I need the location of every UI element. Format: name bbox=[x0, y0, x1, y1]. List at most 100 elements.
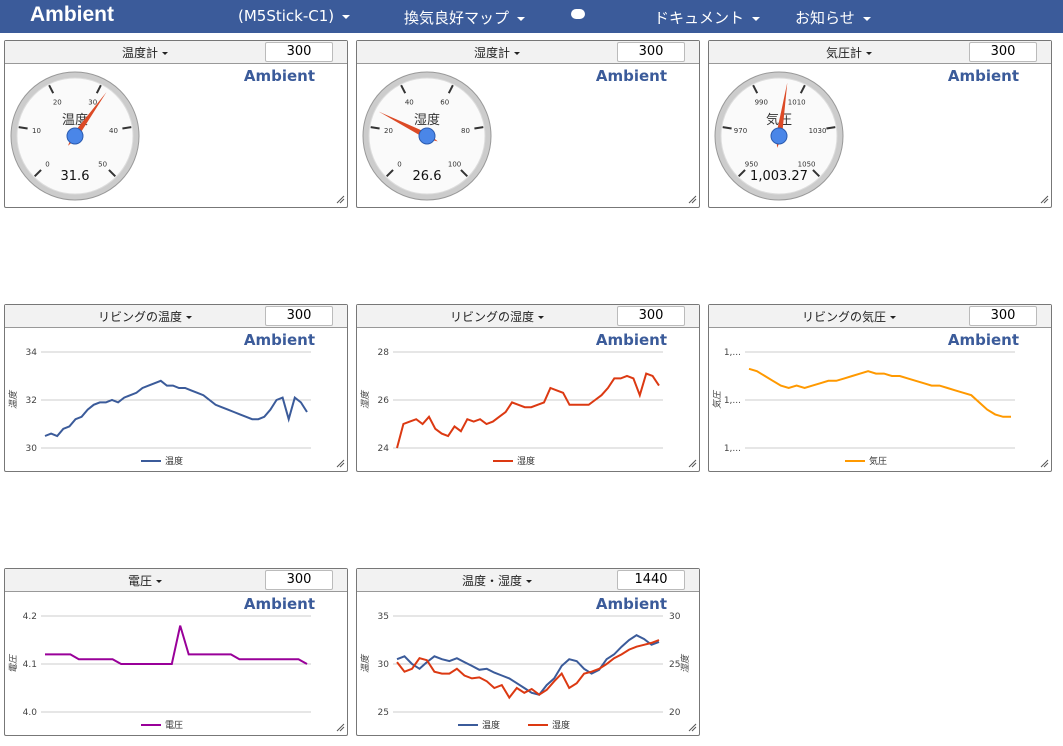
panel-title[interactable]: 湿度計 bbox=[357, 44, 637, 61]
panel-title[interactable]: リビングの温度 bbox=[5, 308, 285, 325]
legend-label: 湿度 bbox=[552, 719, 570, 731]
watermark: Ambient bbox=[596, 595, 667, 613]
gauge-tick-label: 1010 bbox=[788, 98, 806, 106]
y-tick-label: 30 bbox=[26, 444, 38, 454]
menu[interactable]: 換気良好マップ bbox=[404, 7, 525, 28]
gauge-hub bbox=[418, 127, 436, 145]
resize-handle bbox=[688, 723, 697, 732]
gauge-tick-label: 1030 bbox=[809, 127, 827, 135]
toggle[interactable] bbox=[571, 9, 585, 19]
panel-title[interactable]: 電圧 bbox=[5, 572, 285, 589]
y-tick-label: 26 bbox=[378, 396, 390, 406]
watermark: Ambient bbox=[244, 67, 315, 85]
panel-title[interactable]: 温度・湿度 bbox=[357, 572, 637, 589]
period-input[interactable]: 300 bbox=[969, 306, 1037, 326]
y-tick-label: 34 bbox=[26, 348, 38, 358]
resize-handle bbox=[336, 723, 345, 732]
series-line bbox=[396, 639, 660, 700]
panel-header: 湿度計 300 bbox=[357, 41, 699, 64]
period-input[interactable]: 300 bbox=[265, 306, 333, 326]
panel: リビングの温度 300 Ambient 30 32 34 温度 温度 bbox=[4, 304, 348, 472]
y-tick-label: 35 bbox=[378, 612, 389, 622]
period-input[interactable]: 300 bbox=[617, 42, 685, 62]
panel-title[interactable]: リビングの気圧 bbox=[709, 308, 989, 325]
gauge-tick-label: 40 bbox=[109, 127, 118, 135]
period-input[interactable]: 300 bbox=[265, 570, 333, 590]
gauge-tick-label: 30 bbox=[88, 98, 97, 106]
navbar: Ambient (M5Stick-C1) 換気良好マップ ドキュメント お知らせ bbox=[0, 0, 1063, 33]
period-input[interactable]: 300 bbox=[969, 42, 1037, 62]
y-tick-label: 30 bbox=[378, 660, 390, 670]
gauge-tick bbox=[370, 126, 380, 130]
gauge-tick-label: 60 bbox=[440, 98, 449, 106]
gauge-tick-label: 950 bbox=[745, 161, 758, 169]
gauge-tick-label: 10 bbox=[32, 127, 41, 135]
period-input[interactable]: 300 bbox=[265, 42, 333, 62]
gauge-value: 31.6 bbox=[61, 169, 90, 184]
gauge-tick-label: 0 bbox=[397, 161, 401, 169]
gauge-tick bbox=[108, 169, 117, 178]
period-input[interactable]: 1440 bbox=[617, 570, 685, 590]
gauge-tick bbox=[48, 84, 55, 94]
legend-label: 湿度 bbox=[517, 455, 535, 467]
gauge-hub bbox=[66, 127, 84, 145]
panel-header: 温度計 300 bbox=[5, 41, 347, 64]
y-tick-label: 28 bbox=[378, 348, 390, 358]
menu[interactable]: お知らせ bbox=[795, 7, 871, 28]
gauge-label: 気圧 bbox=[766, 112, 792, 128]
resize-handle bbox=[1040, 459, 1049, 468]
panel-title[interactable]: 気圧計 bbox=[709, 44, 989, 61]
resize-handle bbox=[1040, 195, 1049, 204]
y-axis-title: 湿度 bbox=[360, 389, 371, 409]
series-line bbox=[396, 634, 660, 696]
watermark: Ambient bbox=[948, 331, 1019, 349]
brand[interactable]: Ambient bbox=[30, 3, 114, 26]
panel: 湿度計 300 Ambient 0 20 40 60 80 100 湿度 26.6 bbox=[356, 40, 700, 208]
y-tick-label: 4.1 bbox=[23, 660, 37, 670]
panel-title[interactable]: リビングの湿度 bbox=[357, 308, 637, 325]
resize-handle bbox=[336, 195, 345, 204]
panel: 温度・湿度 1440 Ambient 25 30 35 20 25 30 温度 湿度 温度 湿度 bbox=[356, 568, 700, 736]
resize-handle bbox=[336, 459, 345, 468]
panel-header: リビングの温度 300 bbox=[5, 305, 347, 328]
gauge-tick bbox=[737, 169, 746, 178]
panel-header: 電圧 300 bbox=[5, 569, 347, 592]
y-tick-label: 1,... bbox=[724, 348, 741, 358]
resize-handle bbox=[688, 195, 697, 204]
menu[interactable]: (M5Stick-C1) bbox=[238, 7, 350, 25]
gauge-tick-label: 80 bbox=[461, 127, 470, 135]
legend-label: 温度 bbox=[165, 455, 183, 467]
gauge-tick bbox=[460, 169, 469, 178]
gauge-label: 湿度 bbox=[414, 112, 440, 128]
panel: リビングの湿度 300 Ambient 24 26 28 湿度 湿度 bbox=[356, 304, 700, 472]
watermark: Ambient bbox=[596, 67, 667, 85]
gauge-tick bbox=[474, 126, 484, 130]
panel: 温度計 300 Ambient 0 10 20 30 40 50 温度 31.6 bbox=[4, 40, 348, 208]
gauge-tick-label: 20 bbox=[53, 98, 62, 106]
gauge-tick bbox=[122, 126, 132, 130]
panel: 電圧 300 Ambient 4.0 4.1 4.2 電圧 電圧 bbox=[4, 568, 348, 736]
panel-header: リビングの気圧 300 bbox=[709, 305, 1051, 328]
gauge-tick-label: 50 bbox=[98, 161, 107, 169]
gauge-tick bbox=[18, 126, 28, 130]
panel-header: リビングの湿度 300 bbox=[357, 305, 699, 328]
menu[interactable]: ドキュメント bbox=[654, 7, 760, 28]
y-axis-title: 温度 bbox=[8, 389, 19, 409]
y-tick-label: 4.2 bbox=[23, 612, 37, 622]
panel: リビングの気圧 300 Ambient 1,... 1,... 1,... 気圧 気圧 bbox=[708, 304, 1052, 472]
panel-header: 気圧計 300 bbox=[709, 41, 1051, 64]
gauge-tick-label: 40 bbox=[405, 98, 414, 106]
watermark: Ambient bbox=[596, 331, 667, 349]
y-tick-label: 25 bbox=[669, 660, 680, 670]
gauge-tick bbox=[722, 126, 732, 130]
period-input[interactable]: 300 bbox=[617, 306, 685, 326]
y-tick-label: 24 bbox=[378, 444, 390, 454]
panel-title[interactable]: 温度計 bbox=[5, 44, 285, 61]
legend-label: 温度 bbox=[482, 719, 500, 731]
watermark: Ambient bbox=[244, 331, 315, 349]
y-tick-label: 20 bbox=[669, 708, 681, 718]
